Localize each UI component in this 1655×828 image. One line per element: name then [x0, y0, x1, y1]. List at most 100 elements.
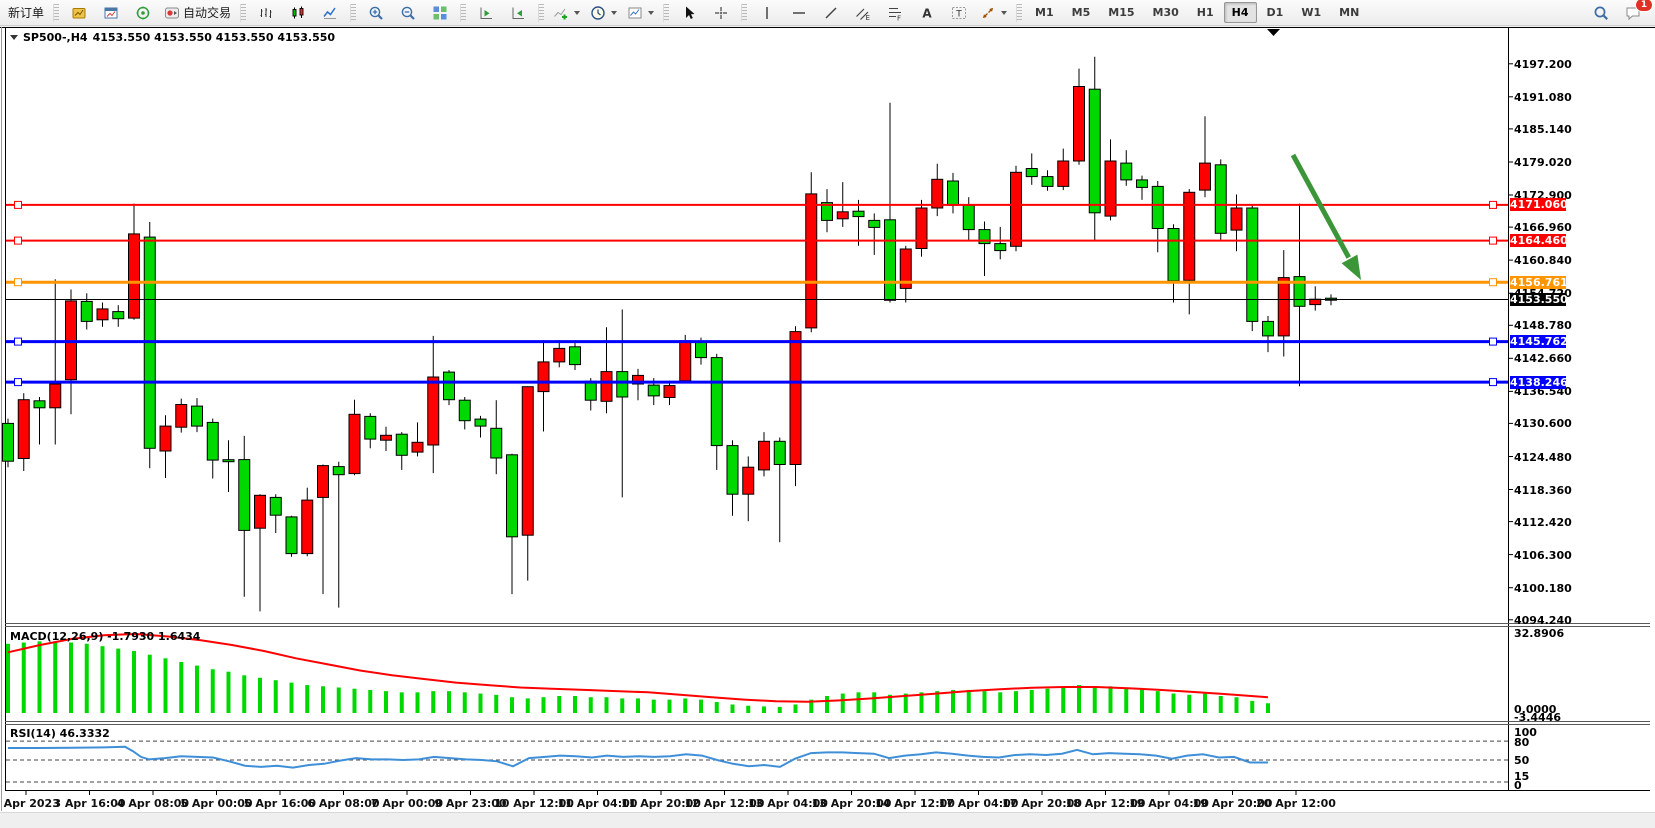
line-handle[interactable] [1489, 378, 1497, 387]
linechart-icon [322, 5, 338, 21]
timeframe-button-m30[interactable]: M30 [1152, 6, 1179, 19]
templates-button[interactable] [623, 1, 658, 25]
price-line-label[interactable]: 4156.761 [1510, 275, 1568, 289]
candles-icon [290, 5, 306, 21]
vline-button[interactable] [752, 1, 782, 25]
macd-indicator-label: MACD(12,26,9) -1.7930 1.6434 [10, 630, 201, 643]
price-tick-label: 4179.020 [1514, 156, 1572, 169]
line-handle[interactable] [1489, 200, 1497, 209]
channel-button[interactable]: E [848, 1, 878, 25]
macd-signal-line [7, 632, 1269, 703]
trend-arrow-head[interactable] [1341, 254, 1361, 280]
macd-histogram-bar [1108, 686, 1113, 713]
text-button[interactable]: A [912, 1, 942, 25]
macd-histogram-bar [541, 697, 546, 713]
candle [1167, 228, 1180, 282]
time-tick-label: 19 Apr 04:00 [1129, 797, 1209, 810]
zoom-in-button[interactable] [361, 1, 391, 25]
line-handle[interactable] [1489, 337, 1497, 346]
line-handle[interactable] [1489, 236, 1497, 245]
candle [947, 180, 959, 206]
candle-chart-button[interactable] [283, 1, 313, 25]
line-chart-button[interactable] [315, 1, 345, 25]
chart-shift-button[interactable] [503, 1, 533, 25]
macd-histogram-bar [132, 651, 136, 713]
timeframe-button-d1[interactable]: D1 [1266, 6, 1284, 19]
macd-histogram-bar [636, 698, 640, 713]
label-button[interactable]: T [944, 1, 974, 25]
macd-histogram-bar [195, 665, 199, 713]
candle [805, 193, 818, 329]
timeframe-button-m1[interactable]: M1 [1035, 6, 1054, 19]
timeframe-button-m5[interactable]: M5 [1071, 6, 1091, 19]
gold-chart-icon [71, 5, 87, 21]
indicators-button[interactable] [549, 1, 584, 25]
candle [789, 331, 802, 465]
candle [1199, 162, 1211, 191]
search-button[interactable] [1586, 1, 1616, 25]
price-line-label[interactable]: 4164.460 [1510, 234, 1568, 248]
macd-histogram-bar [1092, 686, 1097, 713]
timeframe-button-h4[interactable]: H4 [1223, 2, 1257, 23]
zoom-out-button[interactable] [393, 1, 423, 25]
current-price-label: 4153.550 [1510, 293, 1568, 306]
trendline-button[interactable] [816, 1, 846, 25]
price-line-label[interactable]: 4138.246 [1510, 375, 1568, 389]
bar-chart-button[interactable] [251, 1, 281, 25]
fibonacci-button[interactable]: F [880, 1, 910, 25]
macd-histogram-bar [888, 694, 892, 713]
new-order-button[interactable]: 新订单 [4, 1, 48, 25]
hline-button[interactable] [784, 1, 814, 25]
timeframe-button-w1[interactable]: W1 [1301, 6, 1322, 19]
chart-window-button[interactable] [64, 1, 94, 25]
line-handle[interactable] [14, 200, 22, 209]
fibo-icon: F [887, 5, 903, 21]
price-line-label[interactable]: 4171.060 [1510, 198, 1568, 212]
candle [632, 374, 644, 385]
line-handle[interactable] [14, 236, 22, 245]
line-handle[interactable] [14, 378, 22, 387]
chat-unread-badge: 1 [1635, 0, 1653, 12]
candle [159, 425, 172, 452]
price-line-label[interactable]: 4145.762 [1510, 335, 1568, 349]
macd-histogram-bar [1171, 693, 1176, 713]
candle [742, 466, 755, 495]
periods-button[interactable] [586, 1, 621, 25]
timeframe-button-h1[interactable]: H1 [1196, 6, 1214, 19]
line-handle[interactable] [1489, 278, 1497, 287]
candle [647, 384, 660, 397]
chat-button[interactable]: 1 [1618, 0, 1653, 25]
line-handle[interactable] [14, 278, 22, 287]
market-watch-button[interactable] [96, 1, 126, 25]
timeframe-button-mn[interactable]: MN [1339, 6, 1360, 19]
tile-windows-button[interactable] [425, 1, 455, 25]
broadcast-button[interactable] [128, 1, 158, 25]
price-tick-label: 4191.080 [1514, 90, 1572, 104]
autotrading-button[interactable]: 自动交易 [160, 1, 235, 25]
candle [663, 385, 676, 399]
chevron-down-icon [648, 10, 655, 15]
crosshair-button[interactable] [706, 1, 736, 25]
timeframe-button-m15[interactable]: M15 [1108, 6, 1135, 19]
crosshair-icon [713, 5, 729, 21]
textA-icon: A [919, 5, 935, 21]
price-tick-label: 4094.240 [1514, 613, 1572, 627]
rsi-scale-label: 50 [1514, 754, 1530, 767]
candle [1073, 86, 1085, 162]
candle [80, 300, 93, 322]
cursor-button[interactable] [674, 1, 704, 25]
candle [600, 371, 613, 402]
time-tick-label: 11 Apr 04:00 [557, 797, 638, 810]
toolbar-button-label: 自动交易 [183, 6, 232, 20]
auto-scroll-button[interactable] [471, 1, 501, 25]
one-click-trading-collapse-icon[interactable] [10, 35, 18, 40]
macd-histogram-bar [305, 685, 310, 713]
time-tick-label: 3 Apr 16:00 [53, 797, 126, 810]
macd-histogram-bar [510, 697, 514, 713]
candle [191, 405, 203, 427]
shapes-button[interactable] [976, 1, 1011, 25]
candle [773, 440, 786, 465]
line-handle[interactable] [14, 337, 22, 346]
macd-histogram-bar [825, 695, 829, 713]
trend-arrow-line[interactable] [1290, 153, 1351, 259]
